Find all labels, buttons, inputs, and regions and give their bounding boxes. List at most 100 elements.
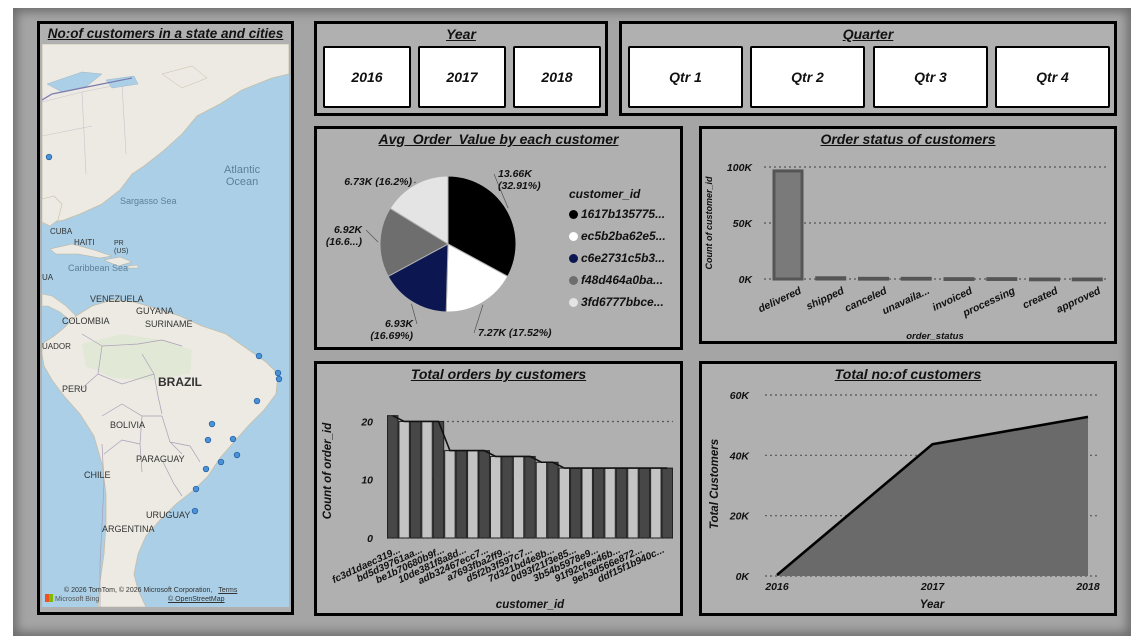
customer-location-markers [45,153,283,515]
order-bar[interactable] [467,450,479,539]
order-bar[interactable] [432,420,445,539]
map-marker[interactable] [204,436,212,444]
south-america-west-coast [99,443,105,607]
quarter-2-button[interactable]: Qtr 2 [750,46,865,108]
map-marker[interactable] [191,507,199,515]
pie-legend-item[interactable]: ec5b2ba62e5... [569,229,666,243]
quarter-3-button[interactable]: Qtr 3 [873,46,988,108]
x-tick-label: shipped [804,285,846,313]
order-bar[interactable] [535,461,548,539]
order-bar[interactable] [398,420,410,539]
pie-legend-label: 3fd6777bbce... [581,295,664,309]
y-tick-label: 20K [729,511,751,523]
status-bar[interactable] [900,276,932,281]
map-marker[interactable] [274,369,282,377]
trend-line [392,414,668,469]
quarter-4-button[interactable]: Qtr 4 [995,46,1110,108]
order-bar[interactable] [455,450,468,539]
total-customers-chart[interactable]: 0K 20K 40K 60K 2016 2017 2018 Total Customers Ye… [702,382,1114,613]
pie-leader-line [411,303,418,325]
map-marker[interactable] [275,375,283,383]
pie-data-label: 13.66K (32.91%) [498,168,541,192]
x-axis-title: order_status [906,331,964,341]
pie-legend-item[interactable]: 1617b135775... [569,207,665,221]
order-bar[interactable] [627,467,639,539]
pie-slice[interactable] [445,243,509,313]
order-bar[interactable] [489,455,502,539]
status-bar[interactable] [815,276,847,281]
x-tick-label: 2016 [764,581,789,593]
pie-slice[interactable] [387,243,449,313]
y-tick-label: 50K [733,218,754,230]
y-tick-label: 60K [730,390,751,402]
order-bar[interactable] [581,467,593,539]
map-marker[interactable] [208,420,216,428]
pie-slice[interactable] [389,175,449,245]
y-tick-label: 40K [729,450,751,462]
order-bar[interactable] [615,467,628,539]
pie-legend-item[interactable]: 3fd6777bbce... [569,295,664,309]
year-2017-button[interactable]: 2017 [418,46,506,108]
map-marker[interactable] [255,352,263,360]
quarter-1-button[interactable]: Qtr 1 [628,46,743,108]
map-terms-link[interactable]: Terms [218,587,238,594]
order-bar[interactable] [409,420,422,539]
bing-logo-icon [45,594,53,602]
order-status-card: Order status of customers 0K 50K 100K deliv… [699,126,1117,344]
order-bar[interactable] [524,455,536,539]
map-marker[interactable] [192,485,200,493]
pie-slice[interactable] [379,207,449,278]
pie-chart[interactable]: 13.66K (32.91%) 7.27K (17.52%) 6.93K (16.69%… [317,147,680,347]
status-bar[interactable] [1071,277,1103,282]
map-marker[interactable] [202,465,210,473]
status-bar[interactable] [1029,277,1060,282]
order-bar[interactable] [592,467,605,539]
x-axis-title: customer_id [496,599,565,611]
map-attribution: © 2026 TomTom, © 2026 Microsoft Corporat… [64,587,237,594]
map-marker[interactable] [253,397,261,405]
map-marker[interactable] [217,458,225,466]
map-label-caribbean: Caribbean Sea [68,263,129,273]
map-label-bolivia: BOLIVIA [110,420,146,430]
order-bar[interactable] [547,461,559,539]
series-line[interactable] [776,415,1089,577]
order-bar[interactable] [570,467,582,539]
order-bar[interactable] [638,467,651,539]
order-bar[interactable] [512,455,525,539]
year-slicer: Year 2016 2017 2018 [314,21,608,116]
total-orders-chart[interactable]: 01020fc3d1daec319...bd5d39761aa...be1b70… [317,382,680,613]
order-bar[interactable] [604,467,616,539]
status-bar[interactable] [858,276,889,281]
y-tick-label: 20 [360,416,373,428]
map-marker[interactable] [45,153,53,161]
pie-legend-item[interactable]: f48d464a0ba... [569,273,663,287]
order-bar[interactable] [650,467,662,539]
order-bar[interactable] [558,467,571,539]
pie-slice[interactable] [447,175,517,278]
map-svg[interactable] [42,44,289,607]
status-bar[interactable] [986,277,1018,281]
pie-data-label: 6.73K (16.2%) [344,176,412,188]
order-bar[interactable] [387,415,399,539]
map-marker[interactable] [229,435,237,443]
pie-leader-line [365,229,379,243]
order-bar[interactable] [444,450,456,539]
order-bar[interactable] [421,420,433,539]
order-bar[interactable] [501,455,513,539]
status-bar[interactable] [772,169,804,281]
x-axis-title: Year [920,599,945,611]
status-bar[interactable] [943,277,975,281]
year-2018-button[interactable]: 2018 [513,46,601,108]
map-osm-link[interactable]: © OpenStreetMap [168,596,225,603]
order-bar[interactable] [661,467,673,539]
map-label-venezuela: VENEZUELA [90,294,144,304]
map-view[interactable]: Atlantic Ocean Sargasso Sea CUBA HAITI P… [42,44,289,607]
order-bar[interactable] [478,450,490,539]
map-label-chile: CHILE [84,470,111,480]
pie-legend-item[interactable]: c6e2731c5b3... [569,251,665,265]
map-marker[interactable] [233,451,241,459]
pie-leader-line [413,181,417,184]
year-2016-button[interactable]: 2016 [323,46,411,108]
